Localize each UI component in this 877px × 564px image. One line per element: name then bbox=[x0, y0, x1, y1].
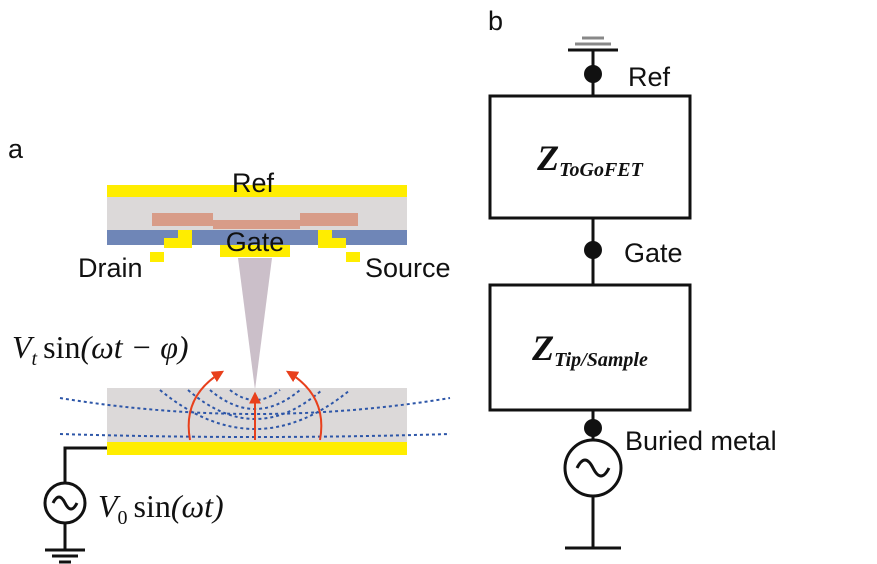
nodes bbox=[584, 65, 602, 437]
ref-label: Ref bbox=[628, 62, 671, 92]
text-part: Tip/Sample bbox=[554, 349, 648, 371]
text-part: 0 bbox=[118, 507, 128, 529]
sample bbox=[107, 388, 407, 442]
gate-label: Gate bbox=[624, 238, 683, 268]
ref-label: Ref bbox=[232, 168, 275, 198]
drain-label: Drain bbox=[78, 253, 143, 283]
text-part: sin bbox=[134, 488, 171, 524]
impedance-label: ZTip/Sample bbox=[531, 328, 648, 371]
path bbox=[45, 550, 85, 562]
rect bbox=[490, 96, 690, 218]
path bbox=[577, 460, 609, 476]
gate-label: Gate bbox=[226, 227, 285, 257]
circle bbox=[584, 419, 602, 437]
circuit bbox=[490, 38, 690, 548]
figure: a Ref Gate Drain Source Vtsin(ωt − φ) V0… bbox=[0, 0, 877, 564]
tip bbox=[238, 258, 272, 390]
text-part: sin bbox=[43, 329, 80, 365]
source-label: Source bbox=[365, 253, 451, 283]
impedance-label: ZToGoFET bbox=[536, 138, 644, 181]
panel-label: b bbox=[488, 6, 503, 36]
text-part: (ωt) bbox=[171, 488, 224, 524]
text-part: ToGoFET bbox=[559, 159, 644, 181]
panel-b: b Ref Gate Buried metal ZToGoFET ZTip/Sa… bbox=[488, 6, 777, 548]
channel bbox=[152, 213, 213, 226]
buried-metal bbox=[107, 442, 407, 455]
text-part: t bbox=[32, 348, 38, 370]
text-part: (ωt − φ) bbox=[80, 329, 188, 365]
buried-metal-label: Buried metal bbox=[625, 426, 777, 456]
text-part: Z bbox=[531, 328, 554, 368]
circle bbox=[584, 241, 602, 259]
channel bbox=[300, 213, 358, 226]
text-part: Z bbox=[536, 138, 559, 178]
panel-label: a bbox=[8, 134, 24, 164]
rect bbox=[490, 285, 690, 410]
circle bbox=[584, 65, 602, 83]
